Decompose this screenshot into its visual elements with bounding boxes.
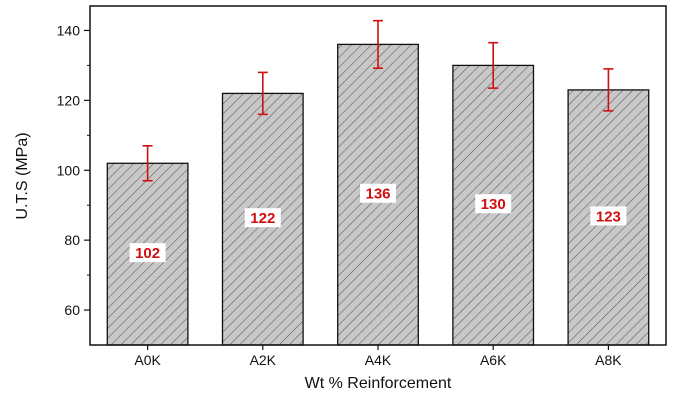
axes-layer: A0K A2K A4K A6K A8K 60 80 100 120 140: [57, 5, 667, 368]
error-bar-a4k: [373, 19, 383, 70]
data-label-background: [475, 194, 512, 214]
data-labels-layer: 102 122 136 130 123: [129, 183, 627, 263]
plot-frame: [89, 5, 667, 346]
data-label-background: [244, 208, 281, 228]
error-bar-a6k: [488, 41, 499, 89]
x-tick-label-a8k: A8K: [595, 352, 622, 368]
x-tick-label-a4k: A4K: [365, 352, 392, 368]
data-label-background: [129, 243, 166, 263]
data-label-background: [590, 206, 627, 226]
data-label-text: 102: [135, 245, 160, 262]
y-tick-label-60: 60: [64, 302, 80, 318]
x-axis-title: Wt % Reinforcement: [305, 375, 452, 392]
data-label-a2k: 122: [244, 208, 281, 228]
data-label-text: 122: [250, 210, 275, 227]
y-tick-label-80: 80: [64, 232, 80, 248]
error-bars-layer: [142, 19, 614, 182]
data-label-text: 130: [481, 196, 506, 213]
data-label-text: 136: [365, 186, 390, 203]
x-tick-label-a6k: A6K: [480, 352, 507, 368]
y-tick-label-120: 120: [57, 92, 81, 108]
error-bar-a0k: [142, 144, 153, 182]
error-bar-a8k: [603, 68, 614, 112]
error-bar-a2k: [257, 71, 268, 116]
x-tick-label-a0k: A0K: [134, 352, 161, 368]
data-label-a0k: 102: [129, 243, 166, 263]
data-label-a8k: 123: [590, 206, 627, 226]
x-tick-label-a2k: A2K: [250, 352, 277, 368]
data-label-a6k: 130: [475, 194, 512, 214]
y-tick-label-140: 140: [57, 22, 81, 38]
y-tick-label-100: 100: [57, 162, 81, 178]
y-axis-title: U.T.S (MPa): [14, 132, 31, 219]
data-label-text: 123: [596, 208, 621, 225]
data-label-a4k: 136: [360, 183, 396, 203]
data-label-background: [360, 183, 396, 203]
